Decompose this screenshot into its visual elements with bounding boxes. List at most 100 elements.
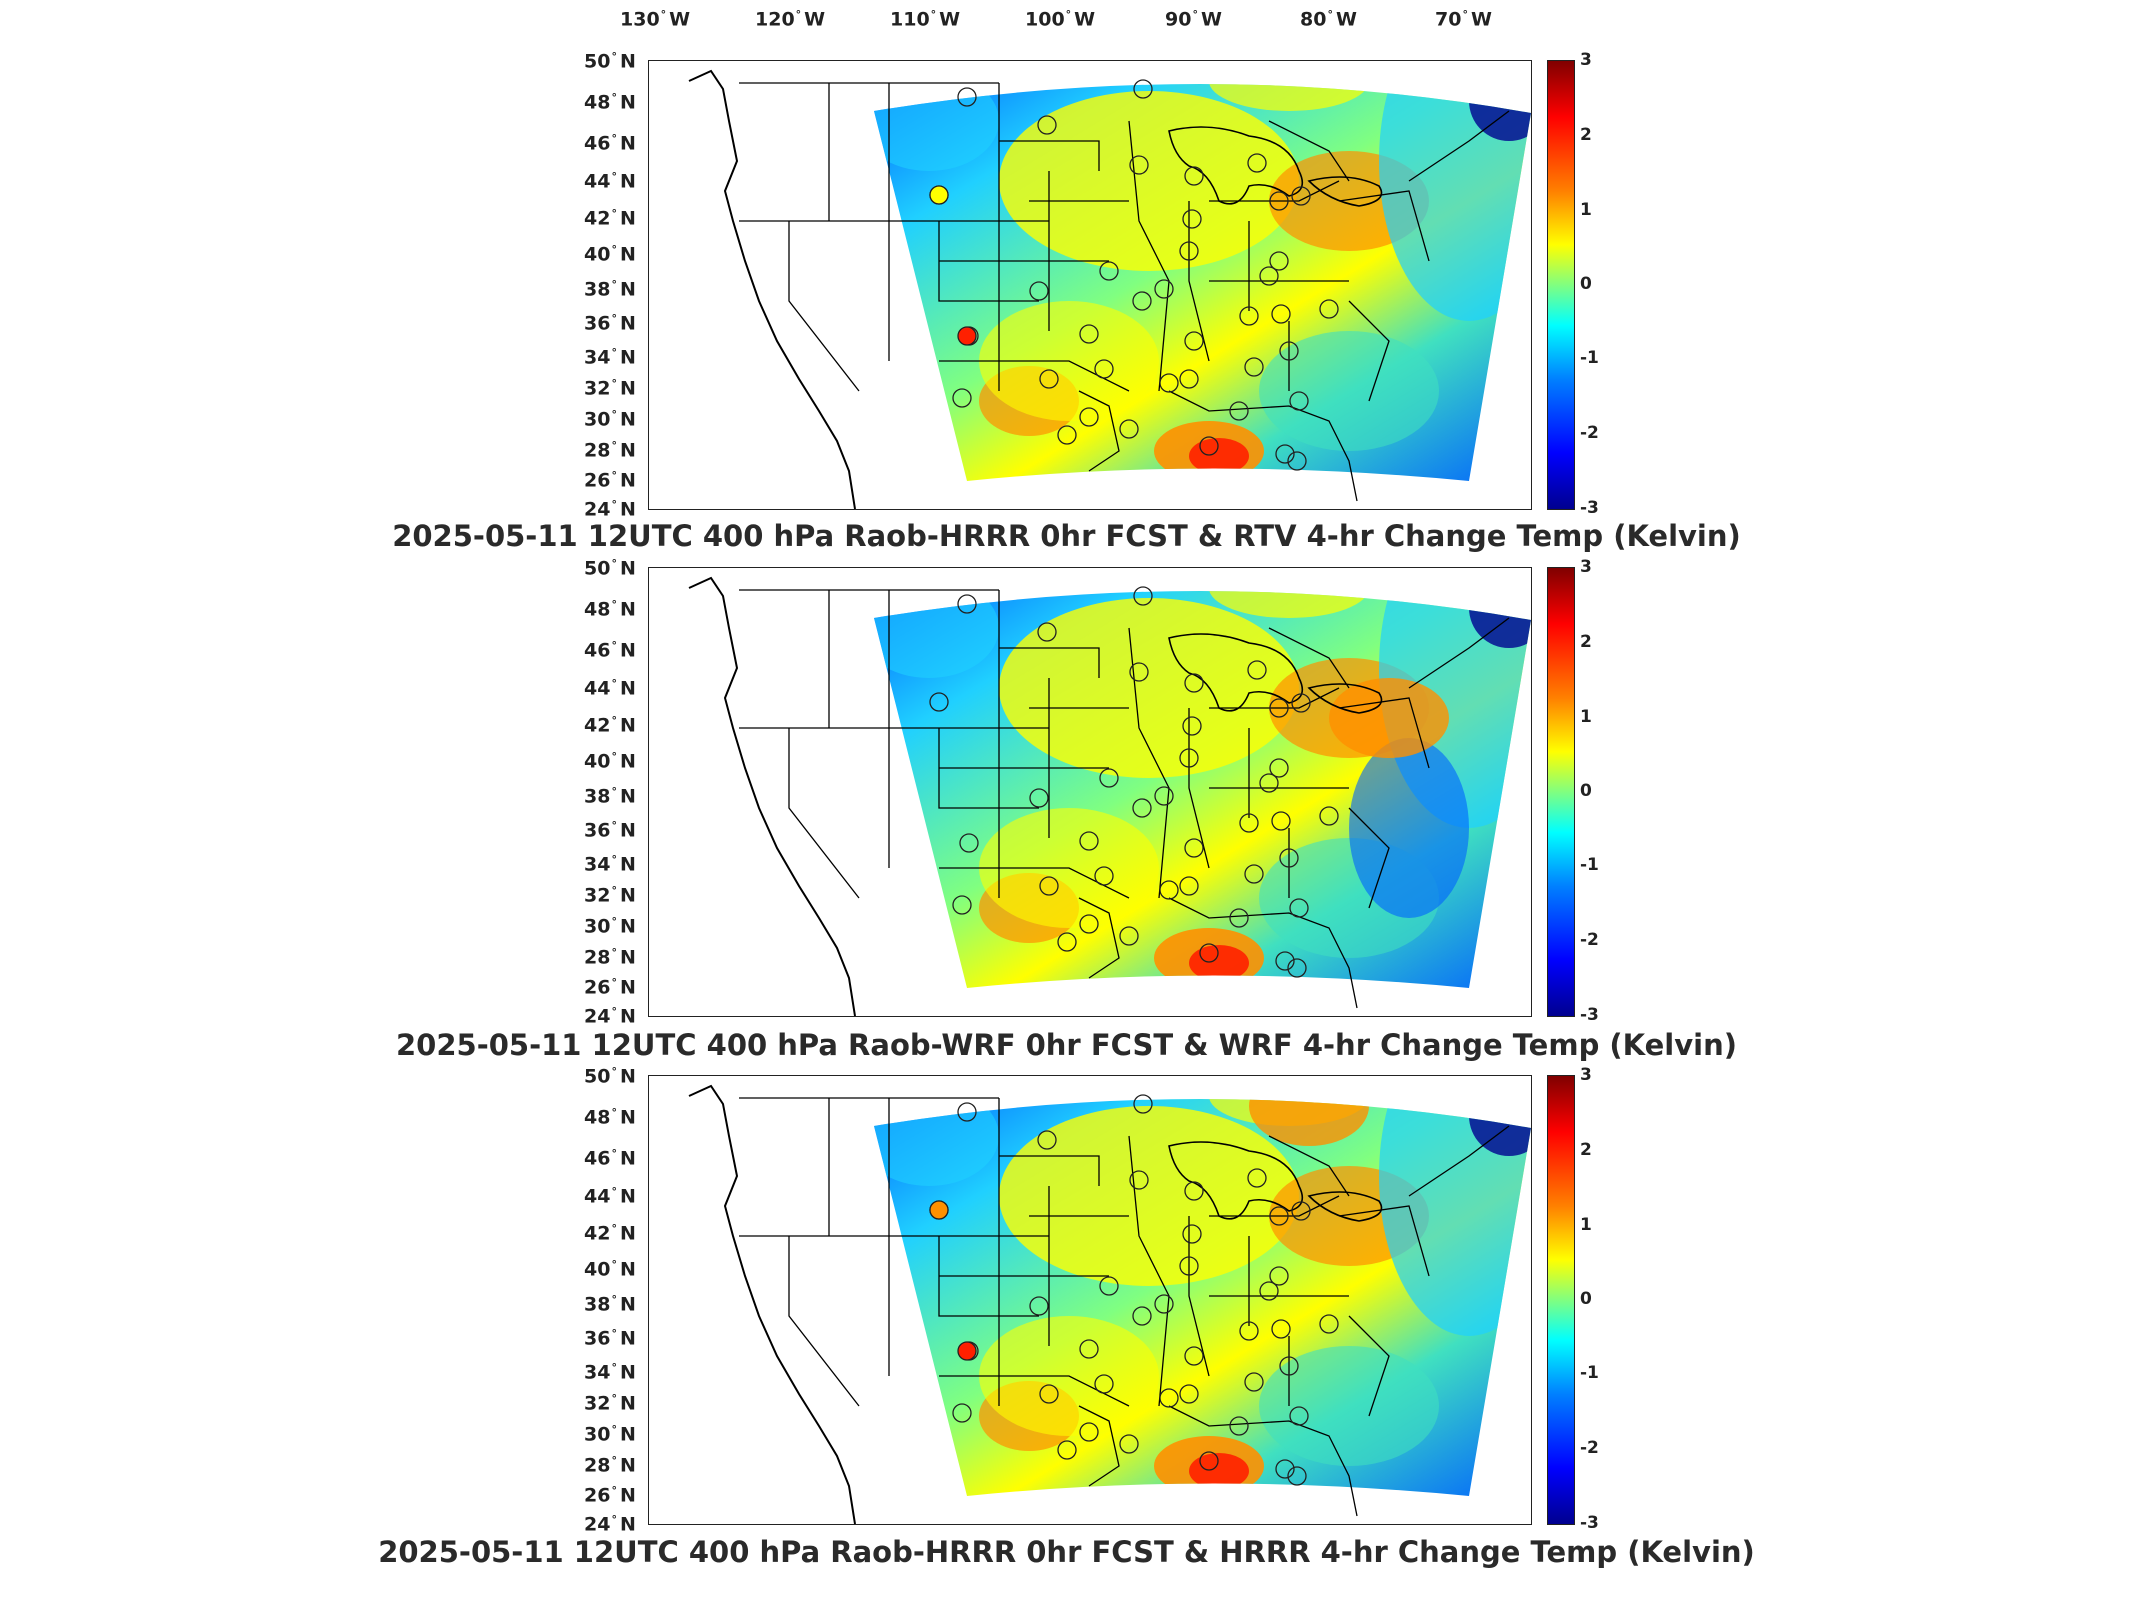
field-anomaly xyxy=(1189,1453,1249,1489)
colorbar-tick: 0 xyxy=(1580,781,1592,801)
raob-station-marker xyxy=(1154,279,1174,299)
state-boundary xyxy=(1168,390,1358,502)
raob-station-marker xyxy=(1179,369,1199,389)
state-boundary xyxy=(1128,120,1170,392)
raob-station-marker xyxy=(1179,876,1199,896)
raob-station-marker xyxy=(1259,773,1279,793)
lon-label: 130° W xyxy=(620,8,691,31)
state-boundary xyxy=(1338,1205,1430,1277)
field-anomaly xyxy=(874,590,999,678)
state-boundary xyxy=(939,1375,1130,1407)
state-boundary xyxy=(1268,120,1350,182)
raob-station-marker xyxy=(1184,166,1204,186)
temperature-field-map xyxy=(688,1084,1531,1524)
raob-station-marker xyxy=(1184,673,1204,693)
lat-label: 48° N xyxy=(584,598,636,621)
lon-label: 70° W xyxy=(1435,8,1492,31)
raob-station-marker xyxy=(957,1102,977,1122)
state-boundary xyxy=(939,360,1130,392)
raob-station-marker xyxy=(1119,1434,1139,1454)
lat-label: 42° N xyxy=(584,207,636,230)
raob-station-marker xyxy=(1159,373,1179,393)
field-anomaly xyxy=(874,1098,999,1186)
state-boundary xyxy=(999,647,1100,678)
panel-title: 2025-05-11 12UTC 400 hPa Raob-WRF 0hr FC… xyxy=(395,1028,1737,1062)
raob-station-marker xyxy=(1229,1416,1249,1436)
lat-label: 36° N xyxy=(584,819,636,842)
raob-station-marker xyxy=(1129,1170,1149,1190)
lon-label: 110° W xyxy=(890,8,961,31)
map-plot-area xyxy=(648,60,1532,510)
lat-label: 38° N xyxy=(584,785,636,808)
lat-label: 50° N xyxy=(584,50,636,73)
raob-station-marker xyxy=(1094,359,1114,379)
raob-station-marker xyxy=(1079,831,1099,851)
raob-station-marker xyxy=(1319,1314,1339,1334)
colorbar-tick: -3 xyxy=(1580,1005,1599,1025)
raob-station-marker xyxy=(1133,1094,1153,1114)
lat-label: 30° N xyxy=(584,1423,636,1446)
field-anomaly xyxy=(1249,1098,1369,1146)
raob-station-marker xyxy=(1291,186,1311,206)
colorbar-tick: 0 xyxy=(1580,1289,1592,1309)
lat-label: 32° N xyxy=(584,884,636,907)
raob-station-marker xyxy=(952,895,972,915)
raob-station-marker xyxy=(1247,660,1267,680)
raob-station-marker xyxy=(1247,1168,1267,1188)
raob-station-marker xyxy=(1199,943,1219,963)
field-anomaly xyxy=(874,83,999,171)
raob-station-marker xyxy=(1133,79,1153,99)
colorbar xyxy=(1547,1075,1575,1525)
map-plot-area xyxy=(648,567,1532,1017)
raob-station-marker xyxy=(1037,1130,1057,1150)
raob-station-marker xyxy=(1269,251,1289,271)
state-boundary xyxy=(1348,807,1390,909)
raob-station-marker xyxy=(1269,758,1289,778)
field-anomaly xyxy=(1349,738,1469,918)
lat-label: 24° N xyxy=(584,1513,636,1536)
state-boundary xyxy=(1078,897,1120,979)
raob-station-marker xyxy=(1184,1346,1204,1366)
coastline xyxy=(688,69,856,509)
raob-station-marker xyxy=(1247,153,1267,173)
raob-station-marker xyxy=(1184,838,1204,858)
lat-label: 46° N xyxy=(584,1147,636,1170)
lat-label: 40° N xyxy=(584,1258,636,1281)
lat-label: 34° N xyxy=(584,346,636,369)
raob-station-marker xyxy=(1271,811,1291,831)
great-lakes-outline xyxy=(1168,1141,1383,1222)
colorbar-tick: 2 xyxy=(1580,1140,1592,1160)
state-boundary xyxy=(1408,1125,1510,1197)
field-anomaly xyxy=(999,1106,1299,1286)
field-anomaly xyxy=(1189,438,1249,474)
raob-station-marker xyxy=(1057,1440,1077,1460)
panel-title: 2025-05-11 12UTC 400 hPa Raob-HRRR 0hr F… xyxy=(378,1535,1755,1569)
raob-station-marker xyxy=(1239,1321,1259,1341)
colorbar-tick: 1 xyxy=(1580,707,1592,727)
lat-label: 50° N xyxy=(584,1065,636,1088)
raob-station-marker xyxy=(1199,1451,1219,1471)
raob-station-marker xyxy=(1154,786,1174,806)
raob-station-marker xyxy=(1291,693,1311,713)
lon-label: 120° W xyxy=(755,8,826,31)
raob-station-marker xyxy=(1129,662,1149,682)
raob-station-marker xyxy=(1182,716,1202,736)
raob-station-marker xyxy=(1287,451,1307,471)
state-boundary xyxy=(1168,1405,1358,1517)
colorbar-tick: 3 xyxy=(1580,557,1592,577)
state-boundary xyxy=(1128,627,1170,899)
state-boundary xyxy=(939,867,1130,899)
lat-label: 24° N xyxy=(584,1005,636,1028)
raob-station-marker xyxy=(1319,806,1339,826)
raob-station-marker xyxy=(1057,932,1077,952)
raob-station-marker xyxy=(1029,788,1049,808)
colorbar-tick: -1 xyxy=(1580,1363,1599,1383)
raob-station-marker xyxy=(1269,191,1289,211)
lat-label: 48° N xyxy=(584,91,636,114)
raob-station-marker xyxy=(1079,1339,1099,1359)
longitude-axis-labels: 130° W 120° W 110° W 100° W 90° W 80° W 70° W xyxy=(0,0,2133,50)
raob-station-marker xyxy=(1119,926,1139,946)
lon-label: 90° W xyxy=(1165,8,1222,31)
raob-station-marker xyxy=(1057,425,1077,445)
field-anomaly xyxy=(1209,83,1369,111)
